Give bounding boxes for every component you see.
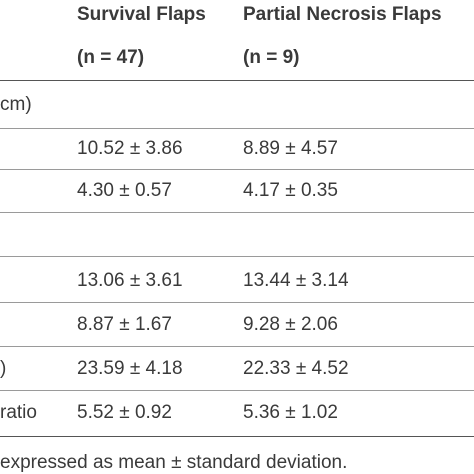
- row-value-survival: 23.59 ± 4.18: [77, 358, 183, 379]
- row-value-necrosis: 13.44 ± 3.14: [243, 270, 349, 291]
- row-label: ratio: [0, 402, 37, 423]
- row-divider: [0, 169, 474, 170]
- row-value-survival: 13.06 ± 3.61: [77, 270, 183, 291]
- row-value-survival: 8.87 ± 1.67: [77, 314, 172, 335]
- row-value-survival: 4.30 ± 0.57: [77, 180, 172, 201]
- header-partial-necrosis-flaps-n: (n = 9): [243, 47, 300, 68]
- row-value-survival: 10.52 ± 3.86: [77, 138, 183, 159]
- header-survival-flaps-n: (n = 47): [77, 47, 145, 68]
- row-divider: [0, 390, 474, 391]
- row-value-necrosis: 9.28 ± 2.06: [243, 314, 338, 335]
- row-value-necrosis: 8.89 ± 4.57: [243, 138, 338, 159]
- row-value-necrosis: 4.17 ± 0.35: [243, 180, 338, 201]
- row-value-survival: 5.52 ± 0.92: [77, 402, 172, 423]
- row-divider: [0, 346, 474, 347]
- row-divider: [0, 302, 474, 303]
- row-label: ): [0, 358, 7, 379]
- row-divider: [0, 256, 474, 257]
- header-partial-necrosis-flaps: Partial Necrosis Flaps: [243, 4, 442, 25]
- header-survival-flaps: Survival Flaps: [77, 4, 206, 25]
- table-footnote: expressed as mean ± standard deviation.: [0, 452, 348, 473]
- row-label: cm): [0, 94, 32, 115]
- row-divider: [0, 212, 474, 213]
- table-bottom-rule: [0, 436, 474, 437]
- row-value-necrosis: 22.33 ± 4.52: [243, 358, 349, 379]
- row-value-necrosis: 5.36 ± 1.02: [243, 402, 338, 423]
- row-divider: [0, 128, 474, 129]
- header-divider: [0, 80, 474, 81]
